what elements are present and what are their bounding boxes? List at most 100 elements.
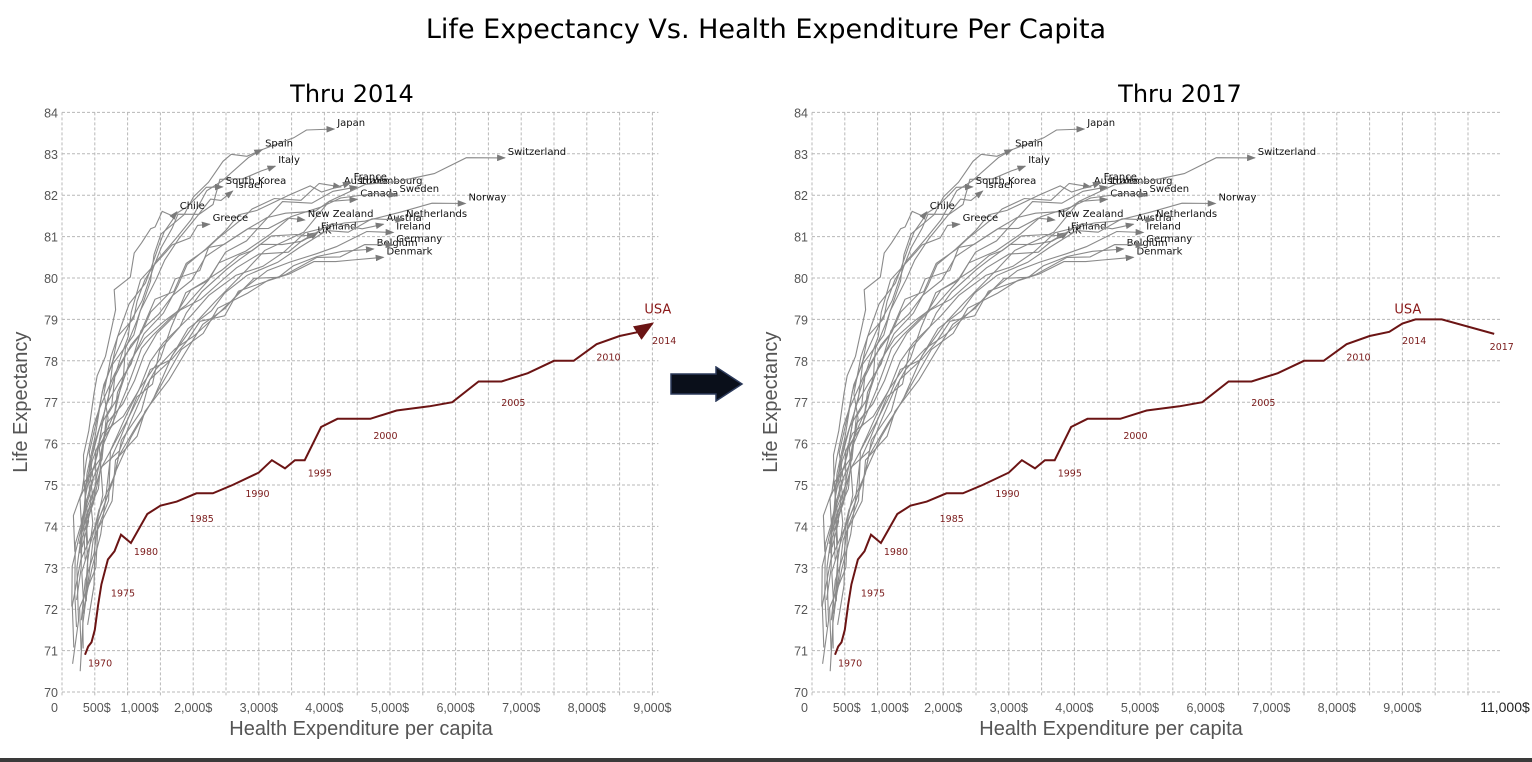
country-line [829,185,1109,672]
x-axis-label: Health Expenditure per capita [979,718,1243,740]
x-tick-label: 2,000$ [924,701,962,715]
x-tick-label: 6,000$ [1186,701,1224,715]
country-label: Australia [344,176,388,187]
country-line [87,149,264,625]
y-tick-label: 78 [794,355,808,369]
country-label: Japan [1086,118,1115,129]
country-label: Switzerland [1258,147,1316,158]
x-tick-label: 11,000$ [1480,699,1530,715]
usa-line [84,322,655,656]
usa-year-label: 2014 [652,336,676,347]
y-tick-label: 72 [44,603,58,617]
country-label: Spain [265,139,293,150]
country-line [85,183,224,602]
usa-year-label: 1970 [838,659,862,670]
country-label: Finland [1071,221,1107,232]
y-tick-label: 83 [794,148,808,162]
subplot-title: Thru 2017 [1117,80,1242,108]
country-line [832,231,1069,649]
country-line [80,232,316,563]
country-line [830,241,1145,621]
y-tick-label: 76 [794,438,808,452]
country-label: South Korea [226,176,287,187]
usa-year-label: 2000 [1123,431,1147,442]
y-tick-label: 82 [794,189,808,203]
x-tick-label: 0 [801,701,808,715]
country-line [831,210,928,548]
subplot-title: Thru 2014 [289,80,414,108]
x-tick-label: 3,000$ [990,701,1028,715]
country-label: Ireland [396,221,431,232]
y-tick-label: 77 [794,396,808,410]
country-label: Finland [321,221,357,232]
usa-year-label: 1990 [995,489,1019,500]
y-tick-label: 70 [44,686,58,700]
y-tick-label: 72 [794,603,808,617]
country-label: France [1104,172,1137,183]
country-label: Netherlands [1156,209,1217,220]
country-label: Sweden [400,184,440,195]
y-tick-label: 84 [794,106,808,120]
country-line [828,222,1135,545]
country-label: Chile [180,201,205,212]
y-tick-label: 74 [794,520,808,534]
country-line [81,210,178,548]
country-label: Greece [213,213,249,224]
y-tick-label: 74 [44,520,58,534]
country-line [80,241,395,621]
x-tick-label: 1,000$ [120,701,158,715]
country-line [74,221,211,628]
usa-year-label: 1995 [308,468,332,479]
x-tick-label: 7,000$ [1252,701,1290,715]
country-line [84,190,234,600]
usa-year-label: 1995 [1058,468,1082,479]
country-label: Italy [278,155,300,166]
country-label: Israel [986,180,1013,191]
country-label: Japan [336,118,365,129]
country-label: Australia [1094,176,1138,187]
country-line [835,182,1092,531]
country-line [829,196,1109,535]
x-tick-label: 5,000$ [1121,701,1159,715]
country-label: Denmark [1136,246,1182,257]
country-line [829,228,1145,651]
usa-year-label: 1980 [134,547,158,558]
y-tick-label: 82 [44,189,58,203]
right-arrow-icon [670,366,744,402]
country-line [831,216,1155,614]
country-line [829,191,1148,554]
country-label: Italy [1028,155,1050,166]
y-tick-label: 71 [44,645,58,659]
usa-line [834,318,1495,656]
y-tick-label: 80 [44,272,58,286]
country-line [834,190,984,600]
x-tick-label: 8,000$ [568,701,606,715]
country-label: Belgium [1127,238,1168,249]
country-label: Germany [396,234,442,245]
country-line [78,222,385,545]
chart-thru-2014: Thru 2014 70 71 72 73 74 75 76 77 78 79 80 81 82 83 84 0… [10,80,676,740]
country-label: New Zealand [1058,209,1124,220]
y-axis-label: Life Expectancy [10,332,32,473]
x-tick-label: 3,000$ [240,701,278,715]
country-line [830,232,1066,563]
country-label: France [354,172,387,183]
usa-year-label: 1985 [190,514,214,525]
country-label: Denmark [386,246,432,257]
y-tick-label: 75 [794,479,808,493]
x-tick-label: 9,000$ [633,701,671,715]
country-line [835,183,974,602]
country-label: Norway [1218,192,1256,203]
country-line [826,246,1125,601]
country-label: UK [1068,226,1082,237]
y-tick-label: 80 [794,272,808,286]
country-label: Israel [236,180,263,191]
country-label: Ireland [1146,221,1181,232]
country-label: South Korea [976,176,1037,187]
x-tick-label: 8,000$ [1318,701,1356,715]
country-label: Luxembourg [360,176,422,187]
y-tick-label: 70 [794,686,808,700]
usa-year-label: 2017 [1490,342,1514,353]
usa-year-label: 1970 [88,659,112,670]
